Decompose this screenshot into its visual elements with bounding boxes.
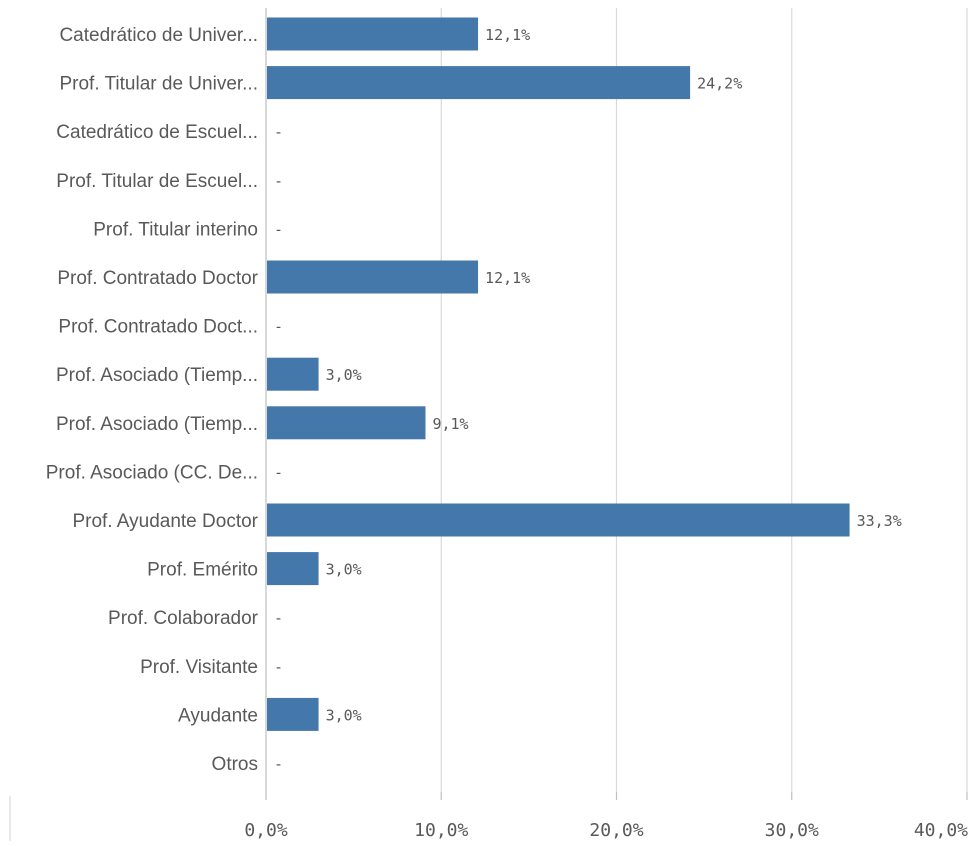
value-label: 12,1% — [485, 26, 530, 44]
category-label: Prof. Titular interino — [93, 219, 258, 240]
bar — [267, 260, 479, 294]
category-label: Prof. Contratado Doct... — [58, 317, 258, 338]
category-label: Catedrático de Escuel... — [56, 122, 258, 143]
category-label: Prof. Colaborador — [108, 608, 259, 629]
category-label: Prof. Asociado (Tiemp... — [56, 414, 258, 435]
x-tick-label: 40,0% — [914, 820, 968, 841]
value-label: - — [274, 609, 283, 627]
category-label: Prof. Contratado Doctor — [57, 268, 258, 289]
bar — [267, 357, 319, 391]
category-label: Prof. Asociado (CC. De... — [46, 462, 258, 483]
bar — [267, 406, 426, 440]
value-label: - — [274, 755, 283, 773]
category-label: Prof. Titular de Univer... — [59, 74, 258, 95]
bar — [267, 17, 479, 51]
value-label: 24,2% — [697, 75, 742, 93]
bar — [267, 697, 319, 731]
value-label: 12,1% — [485, 269, 530, 287]
x-tick-label: 30,0% — [765, 820, 819, 841]
value-label: 33,3% — [857, 512, 902, 530]
x-tick-label: 0,0% — [244, 820, 288, 841]
category-label: Prof. Ayudante Doctor — [72, 511, 258, 532]
category-label: Catedrático de Univer... — [59, 25, 258, 46]
bar — [267, 503, 850, 537]
value-label: - — [274, 123, 283, 141]
category-label: Prof. Titular de Escuel... — [56, 171, 258, 192]
x-tick-label: 20,0% — [589, 820, 643, 841]
category-label: Ayudante — [178, 705, 258, 726]
value-label: - — [274, 220, 283, 238]
value-label: 3,0% — [326, 366, 362, 384]
category-label: Otros — [212, 754, 258, 775]
value-label: 9,1% — [432, 415, 468, 433]
bar — [267, 66, 691, 100]
x-tick-label: 10,0% — [414, 820, 468, 841]
value-label: - — [274, 658, 283, 676]
category-label: Prof. Visitante — [140, 657, 258, 678]
value-label: 3,0% — [326, 706, 362, 724]
value-label: 3,0% — [326, 561, 362, 579]
value-label: - — [274, 318, 283, 336]
bar — [267, 552, 319, 586]
category-label: Prof. Emérito — [147, 560, 258, 581]
value-label: - — [274, 463, 283, 481]
category-label: Prof. Asociado (Tiemp... — [56, 365, 258, 386]
value-label: - — [274, 172, 283, 190]
